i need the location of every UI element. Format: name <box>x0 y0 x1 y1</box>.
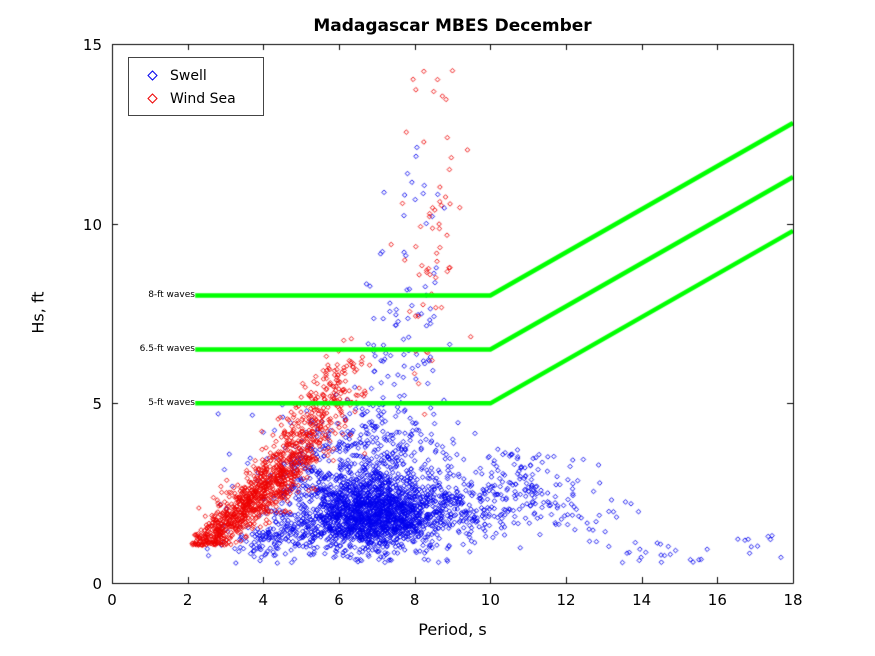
y-tick-label: 10 <box>82 215 102 234</box>
threshold-label-5ft: 5-ft waves <box>148 398 195 408</box>
x-tick-label: 8 <box>409 591 420 609</box>
x-tick-label: 18 <box>783 591 803 609</box>
y-tick-label: 0 <box>92 575 102 593</box>
legend-label-windsea: Wind Sea <box>170 90 236 107</box>
x-tick-label: 4 <box>258 591 269 609</box>
swell-diamond-icon <box>147 70 158 81</box>
x-tick-label: 6 <box>334 591 344 609</box>
y-tick-label: 5 <box>92 395 102 414</box>
y-axis-label: Hs, ft <box>28 291 48 334</box>
legend-entry-windsea: Wind Sea <box>129 87 263 110</box>
x-tick-label: 16 <box>707 591 727 609</box>
windsea-diamond-icon <box>147 93 158 104</box>
legend: Swell Wind Sea <box>128 57 264 116</box>
x-tick-label: 2 <box>182 591 193 609</box>
y-tick-label: 15 <box>82 36 102 54</box>
x-tick-label: 12 <box>556 591 576 609</box>
threshold-label-6-5ft: 6.5-ft waves <box>139 344 195 354</box>
legend-entry-swell: Swell <box>129 64 263 87</box>
legend-label-swell: Swell <box>170 67 207 84</box>
x-tick-label: 10 <box>480 591 500 609</box>
x-tick-label: 14 <box>632 591 652 609</box>
x-axis-label: Period, s <box>418 620 487 639</box>
chart-title: Madagascar MBES December <box>313 16 592 36</box>
threshold-label-8ft: 8-ft waves <box>148 290 195 300</box>
x-tick-label: 0 <box>107 591 117 609</box>
